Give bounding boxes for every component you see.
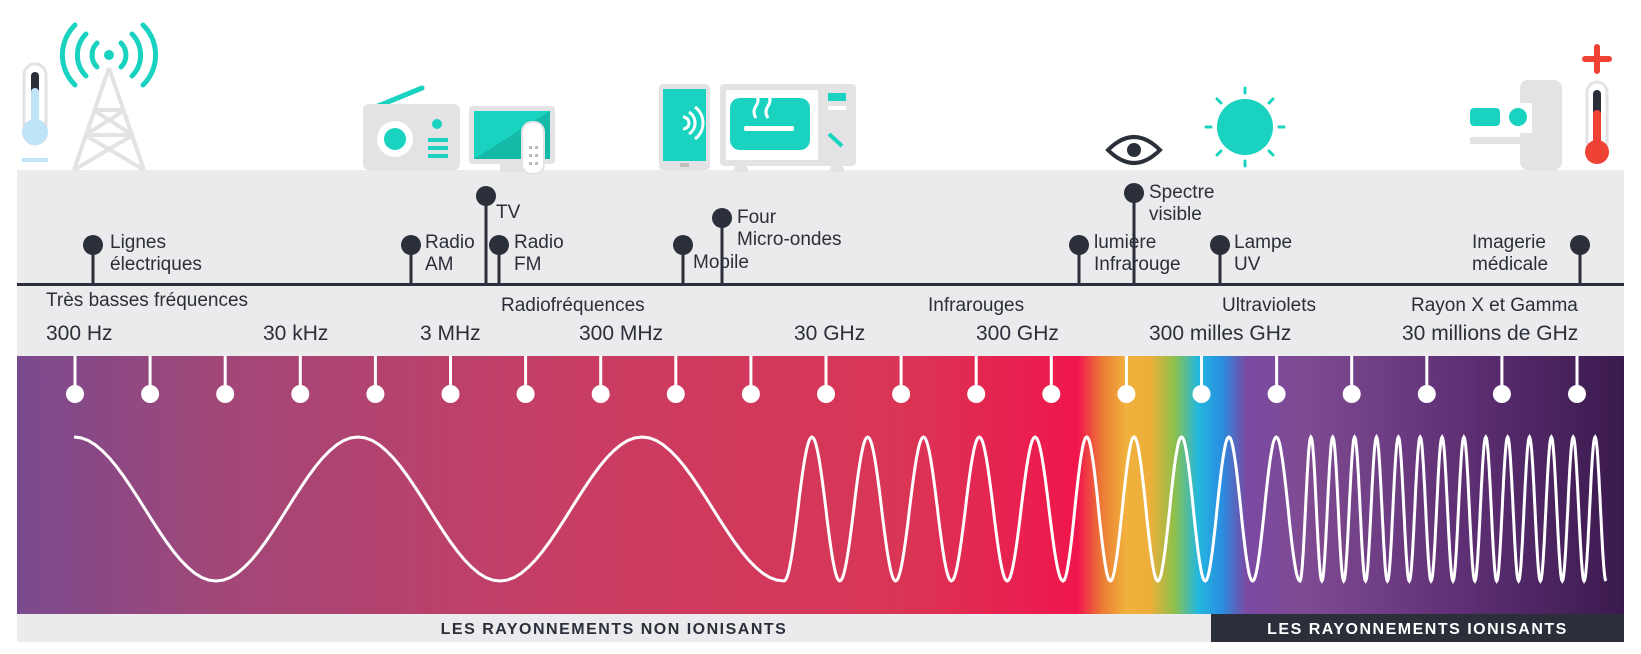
marker-dot xyxy=(516,385,535,403)
label-radio-fm: Radio FM xyxy=(514,232,564,276)
axis-line xyxy=(17,283,1624,286)
pin-dot xyxy=(83,235,103,255)
freq-30ghz: 30 GHz xyxy=(794,322,866,345)
marker-dot xyxy=(366,385,385,403)
marker-dot xyxy=(1267,385,1286,403)
marker-dot xyxy=(66,385,84,403)
smartphone-icon xyxy=(659,84,710,170)
pin-dot xyxy=(489,235,509,255)
freq-300-milles-ghz: 300 milles GHz xyxy=(1149,322,1292,345)
marker-dot xyxy=(1042,385,1061,403)
eye-icon xyxy=(1105,135,1163,165)
marker-dot xyxy=(1117,385,1136,403)
label-line: Micro-ondes xyxy=(737,229,842,250)
band-ionisants: LES RAYONNEMENTS IONISANTS xyxy=(1267,621,1568,638)
pin-dot xyxy=(673,235,693,255)
pin-dot xyxy=(1124,183,1144,203)
application-pins xyxy=(83,183,1590,284)
label-four-micro-ondes: Four Micro-ondes xyxy=(737,207,842,251)
non-ionising-ribbon xyxy=(17,614,1211,642)
label-line: Infrarouge xyxy=(1094,254,1181,275)
label-line: FM xyxy=(514,254,542,275)
label-line: Spectre xyxy=(1149,182,1215,203)
pin-dot xyxy=(476,186,496,206)
pin-dot xyxy=(1570,235,1590,255)
freq-3mhz: 3 MHz xyxy=(420,322,481,345)
radio-tower-icon xyxy=(59,22,159,172)
category-ultraviolets: Ultraviolets xyxy=(1222,295,1316,316)
marker-dot xyxy=(591,385,610,403)
marker-dot xyxy=(291,385,310,403)
label-line: Radio xyxy=(514,232,564,253)
radio-icon xyxy=(363,85,460,170)
marker-dot xyxy=(441,385,460,403)
label-line: Lampe xyxy=(1234,232,1293,253)
frequency-markers xyxy=(66,356,1586,403)
freq-300ghz: 300 GHz xyxy=(976,322,1059,345)
label-line: Imagerie xyxy=(1472,232,1546,253)
marker-dot xyxy=(1417,385,1436,403)
marker-dot xyxy=(666,385,685,403)
ionising-ribbon xyxy=(1211,614,1624,642)
label-line: UV xyxy=(1234,254,1261,275)
marker-dot xyxy=(1568,385,1586,403)
marker-dot xyxy=(1192,385,1211,403)
marker-dot xyxy=(892,385,911,403)
freq-30-millions-ghz: 30 millions de GHz xyxy=(1402,322,1579,345)
category-radiofrequences: Radiofréquences xyxy=(501,295,645,316)
category-infrarouges: Infrarouges xyxy=(928,295,1025,316)
label-line: Lignes xyxy=(110,232,166,253)
label-line: médicale xyxy=(1472,254,1549,275)
label-radio-am: Radio AM xyxy=(425,232,475,276)
label-line: Radio xyxy=(425,232,475,253)
microwave-icon xyxy=(720,84,856,172)
label-lignes-electriques: Lignes électriques xyxy=(110,232,202,276)
pin-dot xyxy=(712,208,732,228)
label-line: électriques xyxy=(110,254,202,275)
label-imagerie-medicale: Imagerie médicale xyxy=(1472,232,1548,276)
xray-machine-icon xyxy=(1470,80,1562,170)
freq-30khz: 30 kHz xyxy=(263,322,329,345)
label-band xyxy=(17,170,1624,356)
wave-path xyxy=(73,433,1608,585)
label-tv: TV xyxy=(496,202,520,224)
marker-dot xyxy=(1342,385,1361,403)
thermometer-hot-icon xyxy=(1582,44,1612,164)
thermometer-cold-icon xyxy=(22,62,48,162)
category-tres-basses-frequences: Très basses fréquences xyxy=(46,290,249,311)
marker-dot xyxy=(216,385,235,403)
label-line: lumière xyxy=(1094,232,1157,253)
pin-dot xyxy=(401,235,421,255)
freq-300hz: 300 Hz xyxy=(46,322,113,345)
label-line: TV xyxy=(496,202,521,223)
label-lumiere-infrarouge: lumière Infrarouge xyxy=(1094,232,1181,276)
label-mobile: Mobile xyxy=(693,252,749,274)
freq-300mhz: 300 MHz xyxy=(579,322,664,345)
pin-dot xyxy=(1210,235,1230,255)
label-lampe-uv: Lampe UV xyxy=(1234,232,1292,276)
pin-dot xyxy=(1069,235,1089,255)
label-line: Four xyxy=(737,207,777,228)
label-line: visible xyxy=(1149,204,1202,225)
marker-dot xyxy=(141,385,160,403)
label-line: AM xyxy=(425,254,454,275)
marker-dot xyxy=(967,385,986,403)
sun-icon xyxy=(1204,86,1286,168)
category-rayon-x-gamma: Rayon X et Gamma xyxy=(1411,295,1578,316)
band-non-ionisants: LES RAYONNEMENTS NON IONISANTS xyxy=(440,621,788,638)
label-spectre-visible: Spectre visible xyxy=(1149,182,1214,226)
marker-dot xyxy=(817,385,835,403)
label-line: Mobile xyxy=(693,252,749,273)
tv-icon xyxy=(469,106,555,175)
marker-dot xyxy=(741,385,760,403)
marker-dot xyxy=(1492,385,1511,403)
